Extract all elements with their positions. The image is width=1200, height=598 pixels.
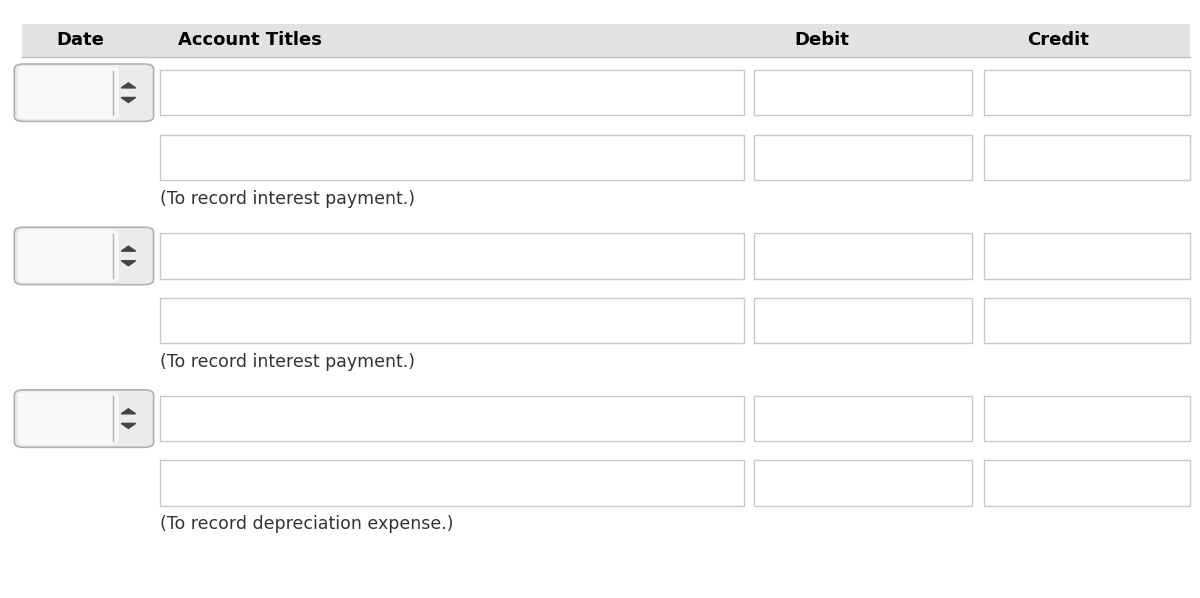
FancyBboxPatch shape — [160, 396, 744, 441]
FancyBboxPatch shape — [160, 233, 744, 279]
FancyBboxPatch shape — [754, 233, 972, 279]
FancyBboxPatch shape — [754, 70, 972, 115]
FancyBboxPatch shape — [14, 390, 154, 447]
Text: (To record interest payment.): (To record interest payment.) — [160, 190, 415, 208]
Text: Credit: Credit — [1027, 31, 1090, 50]
Polygon shape — [121, 261, 136, 266]
FancyBboxPatch shape — [754, 396, 972, 441]
Polygon shape — [121, 246, 136, 251]
FancyBboxPatch shape — [984, 233, 1190, 279]
FancyBboxPatch shape — [18, 66, 119, 119]
FancyBboxPatch shape — [754, 135, 972, 180]
Polygon shape — [121, 97, 136, 102]
FancyBboxPatch shape — [160, 460, 744, 506]
FancyBboxPatch shape — [14, 227, 154, 285]
FancyBboxPatch shape — [22, 24, 1190, 57]
FancyBboxPatch shape — [14, 64, 154, 121]
FancyBboxPatch shape — [984, 70, 1190, 115]
FancyBboxPatch shape — [160, 298, 744, 343]
Text: Date: Date — [56, 31, 104, 50]
Text: Debit: Debit — [794, 31, 850, 50]
FancyBboxPatch shape — [754, 298, 972, 343]
FancyBboxPatch shape — [18, 230, 119, 282]
FancyBboxPatch shape — [984, 298, 1190, 343]
FancyBboxPatch shape — [18, 392, 119, 445]
Polygon shape — [121, 423, 136, 428]
FancyBboxPatch shape — [160, 70, 744, 115]
Polygon shape — [121, 409, 136, 414]
Text: Account Titles: Account Titles — [178, 31, 322, 50]
FancyBboxPatch shape — [984, 460, 1190, 506]
Text: (To record interest payment.): (To record interest payment.) — [160, 353, 415, 371]
Polygon shape — [121, 83, 136, 88]
Text: (To record depreciation expense.): (To record depreciation expense.) — [160, 515, 454, 533]
FancyBboxPatch shape — [160, 135, 744, 180]
FancyBboxPatch shape — [754, 460, 972, 506]
FancyBboxPatch shape — [984, 135, 1190, 180]
FancyBboxPatch shape — [984, 396, 1190, 441]
